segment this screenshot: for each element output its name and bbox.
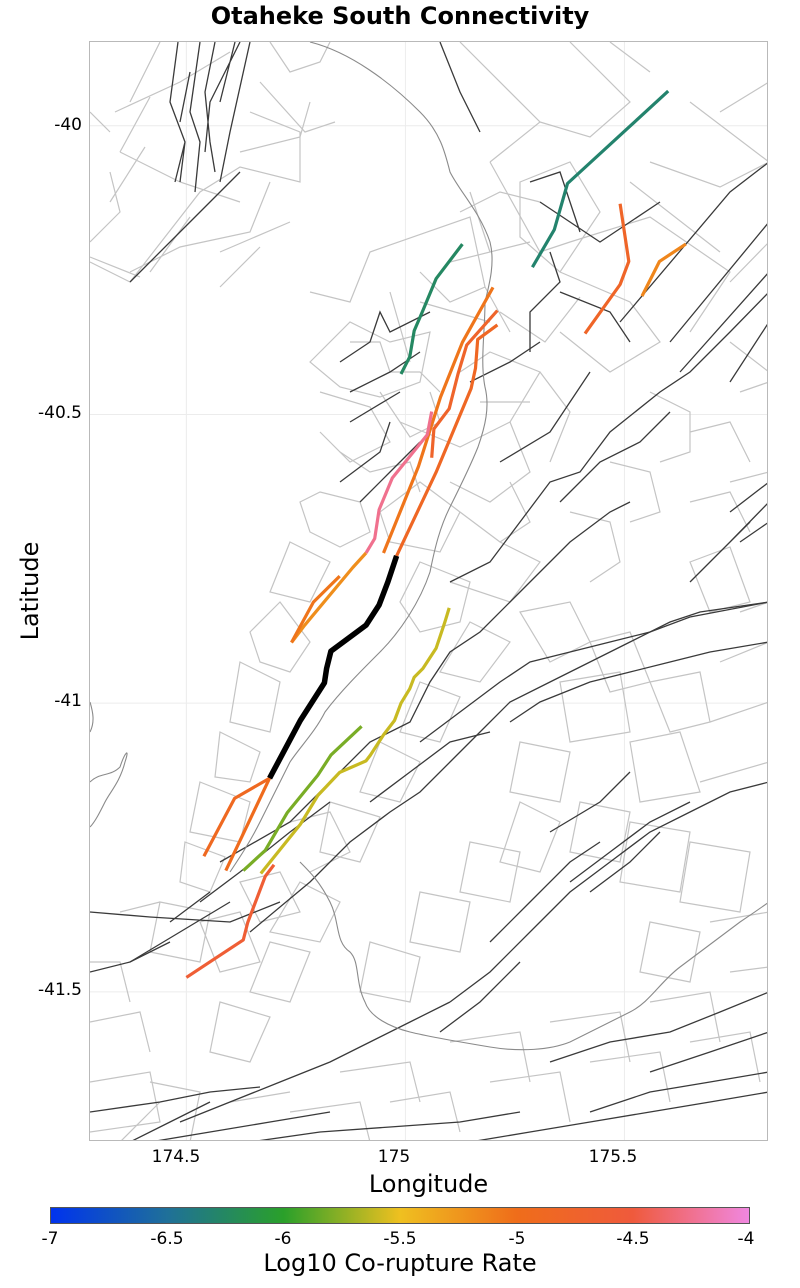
y-tick-label: -41 — [54, 691, 82, 711]
colorbar-tick-label: -7 — [41, 1229, 59, 1249]
colorbar-tick-label: -6 — [274, 1229, 292, 1249]
target-fault-layer — [267, 555, 400, 780]
co-rupture-fault-section — [259, 607, 451, 875]
colorbar-label: Log10 Co-rupture Rate — [263, 1249, 537, 1277]
x-axis-label: Longitude — [368, 1170, 489, 1198]
co-rupture-fault-section — [224, 777, 272, 872]
map-canvas — [90, 42, 767, 1140]
co-rupture-fault-section — [185, 863, 276, 979]
target-fault-otaheke-south — [267, 555, 400, 780]
colorbar-tick-label: -4.5 — [616, 1229, 650, 1249]
fault-traces — [90, 42, 767, 1140]
co-rupture-fault-section — [364, 411, 434, 554]
y-axis-label: Latitude — [16, 541, 44, 641]
colorbar-tick-label: -5 — [508, 1229, 526, 1249]
gridlines — [90, 42, 767, 1140]
co-rupture-fault-section — [382, 286, 495, 554]
co-rupture-fault-section — [290, 574, 341, 644]
co-rupture-fault-section — [531, 89, 670, 269]
colorbar-tick-label: -5.5 — [383, 1229, 417, 1249]
co-rupture-fault-section — [430, 309, 499, 458]
colorbar-tick-label: -4 — [737, 1229, 755, 1249]
fault-surface-outlines — [90, 42, 767, 1140]
x-tick-label: 174.5 — [151, 1147, 201, 1167]
colorbar — [50, 1207, 750, 1224]
map-title: Otaheke South Connectivity — [210, 2, 590, 30]
x-tick-label: 175.5 — [588, 1147, 638, 1167]
co-rupture-fault-section — [202, 776, 271, 857]
colorbar-tick-label: -6.5 — [150, 1229, 184, 1249]
co-rupture-sections — [185, 89, 687, 979]
co-rupture-fault-section — [399, 243, 464, 375]
coastline — [90, 42, 767, 1051]
y-tick-label: -41.5 — [38, 980, 82, 1000]
map-plot-area — [89, 41, 768, 1141]
x-tick-label: 175 — [377, 1147, 411, 1167]
co-rupture-fault-section — [290, 551, 368, 644]
co-rupture-fault-section — [640, 242, 687, 297]
y-tick-label: -40 — [54, 115, 82, 135]
co-rupture-fault-section — [583, 203, 631, 335]
basemap-faults — [90, 42, 767, 1140]
y-tick-label: -40.5 — [38, 403, 82, 423]
co-rupture-fault-section — [395, 323, 499, 557]
co-rupture-fault-section — [242, 725, 363, 872]
